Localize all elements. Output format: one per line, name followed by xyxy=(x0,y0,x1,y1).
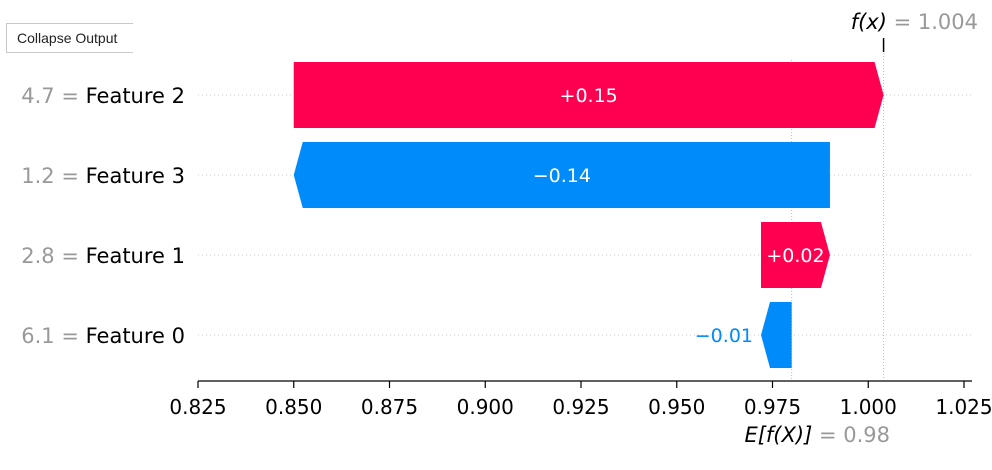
feature-value: 2.8 = xyxy=(21,244,85,268)
output-symbol: f(x) xyxy=(851,10,887,34)
feature-label: 2.8 = Feature 1 xyxy=(21,244,185,268)
bar-feature-2 xyxy=(293,62,884,128)
x-tick-label: 1.000 xyxy=(840,395,897,419)
x-tick-label: 0.975 xyxy=(744,395,801,419)
row-gridlines xyxy=(198,94,972,336)
feature-value: 1.2 = xyxy=(21,164,85,188)
contribution-bars: +0.15 −0.14 +0.02 −0.01 xyxy=(293,62,884,368)
feature-value: 6.1 = xyxy=(21,324,85,348)
bar-feature-3 xyxy=(293,142,830,208)
feature-label: 6.1 = Feature 0 xyxy=(21,324,185,348)
bar-value-label: +0.15 xyxy=(560,85,618,107)
x-tick-label: 0.850 xyxy=(265,395,322,419)
reference-lines xyxy=(791,38,885,380)
x-tick-label: 0.825 xyxy=(169,395,226,419)
x-tick-label: 0.950 xyxy=(648,395,705,419)
collapse-output-button[interactable]: Collapse Output xyxy=(6,23,133,53)
feature-label: 4.7 = Feature 2 xyxy=(21,84,185,108)
feature-name: Feature 0 xyxy=(86,324,185,348)
feature-labels: 4.7 = Feature 2 1.2 = Feature 3 2.8 = Feat… xyxy=(21,84,185,348)
feature-value: 4.7 = xyxy=(21,84,85,108)
output-value-annotation: f(x) = 1.004 xyxy=(851,10,978,34)
bar-value-label: +0.02 xyxy=(766,245,824,267)
feature-name: Feature 3 xyxy=(86,164,185,188)
x-tick-label: 0.875 xyxy=(361,395,418,419)
bar-feature-0 xyxy=(761,302,792,368)
output-value: = 1.004 xyxy=(887,10,978,34)
x-tick-label: 0.925 xyxy=(552,395,609,419)
base-value: = 0.98 xyxy=(812,423,890,447)
bar-feature-1 xyxy=(761,222,830,288)
x-axis: 0.825 0.850 0.875 0.900 0.925 0.950 0.975 1.000… xyxy=(169,380,992,419)
x-tick-label: 1.025 xyxy=(935,395,992,419)
annotations: f(x) = 1.004 E[f(X)] = 0.98 xyxy=(744,10,978,447)
base-symbol: E[f(X)] xyxy=(744,423,812,447)
x-tick-label: 0.900 xyxy=(457,395,514,419)
bar-value-label: −0.01 xyxy=(695,325,753,347)
base-value-annotation: E[f(X)] = 0.98 xyxy=(744,423,890,447)
feature-label: 1.2 = Feature 3 xyxy=(21,164,185,188)
feature-name: Feature 2 xyxy=(86,84,185,108)
bar-value-label: −0.14 xyxy=(533,165,591,187)
feature-name: Feature 1 xyxy=(86,244,185,268)
